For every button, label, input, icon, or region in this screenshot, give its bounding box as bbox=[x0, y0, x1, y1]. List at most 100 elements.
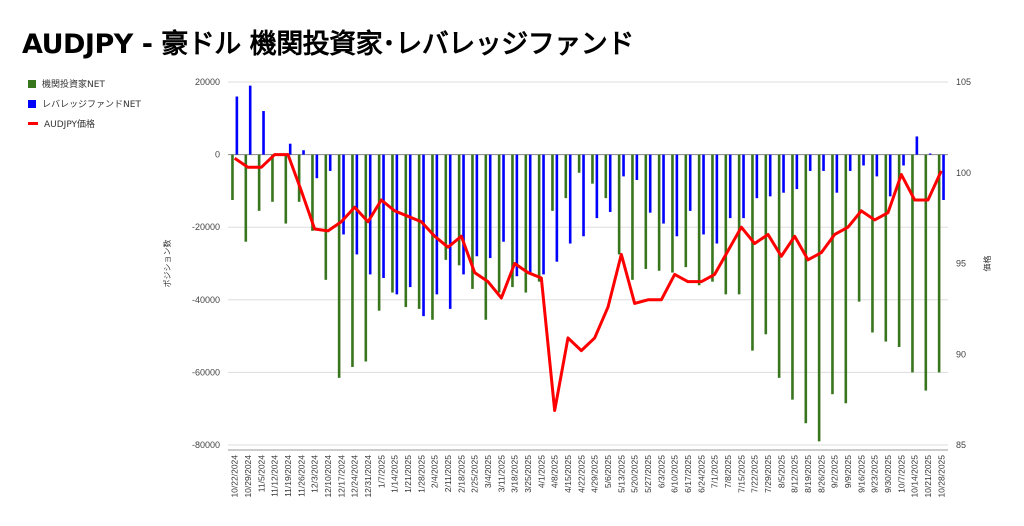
bar-institutional bbox=[537, 154, 541, 282]
bar-institutional bbox=[457, 154, 461, 266]
bar-institutional bbox=[471, 154, 474, 289]
bar-institutional bbox=[911, 154, 914, 373]
bar-leveraged bbox=[915, 136, 919, 155]
bar-leveraged bbox=[728, 154, 732, 219]
x-tick-label: 3/11/2025 bbox=[496, 455, 506, 492]
bar-leveraged bbox=[768, 154, 772, 197]
bar-leveraged bbox=[315, 154, 319, 179]
bar-leveraged bbox=[848, 154, 852, 171]
bar-institutional bbox=[617, 154, 621, 255]
bar-leveraged bbox=[795, 154, 799, 190]
x-tick-label: 2/11/2025 bbox=[443, 455, 453, 492]
bar-institutional bbox=[257, 154, 261, 211]
y2-tick-label: 105 bbox=[956, 77, 971, 87]
bar-institutional bbox=[724, 154, 728, 295]
legend-swatch-blue bbox=[28, 99, 36, 108]
bar-institutional bbox=[671, 154, 674, 273]
x-tick-label: 1/28/2025 bbox=[416, 455, 426, 493]
x-tick-label: 8/19/2025 bbox=[803, 455, 813, 493]
x-tick-label: 4/1/2025 bbox=[536, 455, 546, 488]
bar-leveraged bbox=[435, 154, 439, 295]
x-tick-label: 3/25/2025 bbox=[523, 455, 533, 493]
y-tick-label: 0 bbox=[215, 150, 220, 160]
x-tick-label: 7/29/2025 bbox=[763, 455, 773, 493]
bar-institutional bbox=[297, 154, 301, 202]
price-line bbox=[233, 153, 943, 413]
x-tick-label: 10/14/2025 bbox=[910, 455, 920, 498]
x-tick-label: 4/22/2025 bbox=[576, 455, 586, 493]
bar-institutional bbox=[844, 154, 848, 404]
x-tick-label: 10/22/2024 bbox=[230, 455, 240, 498]
x-tick-label: 9/2/2025 bbox=[830, 455, 840, 488]
x-tick-label: 2/18/2025 bbox=[456, 455, 466, 493]
bar-institutional bbox=[657, 154, 661, 271]
y2-tick-label: 100 bbox=[956, 168, 971, 178]
bar-institutional bbox=[897, 154, 901, 347]
bar-institutional bbox=[351, 154, 354, 367]
y2-tick-label: 95 bbox=[956, 259, 966, 269]
bar-leveraged bbox=[422, 154, 425, 317]
x-tick-label: 11/5/2024 bbox=[256, 455, 266, 492]
legend-swatch-red bbox=[28, 122, 38, 125]
x-tick-label: 7/15/2025 bbox=[736, 455, 746, 493]
x-tick-label: 11/26/2024 bbox=[296, 455, 306, 497]
legend-label: 機関投資家NET bbox=[42, 80, 105, 90]
x-tick-label: 5/13/2025 bbox=[616, 455, 626, 493]
bar-leveraged bbox=[608, 154, 612, 212]
bar-leveraged bbox=[942, 154, 945, 200]
bar-institutional bbox=[444, 154, 448, 260]
bar-leveraged bbox=[475, 154, 479, 257]
x-tick-label: 7/1/2025 bbox=[710, 455, 720, 488]
bar-leveraged bbox=[395, 154, 399, 295]
y2-axis-title: 価格 bbox=[982, 256, 992, 272]
bar-leveraged bbox=[715, 154, 719, 244]
x-tick-label: 6/24/2025 bbox=[696, 455, 706, 493]
bar-institutional bbox=[337, 154, 341, 378]
x-tick-label: 1/7/2025 bbox=[376, 455, 386, 488]
bar-institutional bbox=[364, 154, 368, 362]
bar-leveraged bbox=[568, 154, 572, 244]
x-tick-label: 5/20/2025 bbox=[630, 455, 640, 493]
x-tick-label: 5/6/2025 bbox=[603, 455, 613, 488]
bar-institutional bbox=[524, 154, 528, 293]
x-tick-label: 10/21/2025 bbox=[923, 455, 933, 498]
x-tick-label: 6/3/2025 bbox=[656, 455, 666, 488]
x-tick-label: 9/9/2025 bbox=[843, 455, 853, 488]
bar-leveraged bbox=[875, 154, 879, 177]
legend-item-institutional: 機関投資家NET bbox=[28, 77, 105, 90]
bar-leveraged bbox=[248, 85, 252, 155]
legend-label: AUDJPY価格 bbox=[44, 120, 96, 130]
x-tick-label: 9/16/2025 bbox=[856, 455, 866, 493]
bar-leveraged bbox=[902, 154, 905, 166]
bar-leveraged bbox=[542, 154, 545, 275]
bar-leveraged bbox=[582, 154, 585, 237]
bar-institutional bbox=[231, 154, 234, 200]
bar-leveraged bbox=[235, 96, 239, 155]
bar-leveraged bbox=[928, 153, 932, 155]
bar-leveraged bbox=[382, 154, 385, 279]
x-tick-label: 11/12/2024 bbox=[270, 455, 280, 497]
x-tick-label: 4/15/2025 bbox=[563, 455, 573, 493]
bar-leveraged bbox=[408, 154, 412, 288]
x-tick-label: 12/31/2024 bbox=[363, 455, 373, 498]
bar-institutional bbox=[377, 154, 381, 311]
bar-institutional bbox=[631, 154, 634, 280]
y-tick-label: -40000 bbox=[192, 295, 220, 305]
bar-institutional bbox=[551, 154, 554, 211]
y-axis-title: ポジション数 bbox=[162, 240, 172, 288]
y-tick-label: -60000 bbox=[192, 367, 220, 377]
x-tick-label: 12/10/2024 bbox=[323, 455, 333, 498]
legend-label: レバレッジファンドNET bbox=[42, 100, 141, 110]
bar-institutional bbox=[871, 154, 874, 333]
bar-institutional bbox=[431, 154, 434, 320]
legend-swatch-green bbox=[28, 79, 36, 88]
x-tick-label: 4/8/2025 bbox=[550, 455, 560, 488]
bar-institutional bbox=[924, 154, 928, 391]
x-tick-label: 9/30/2025 bbox=[883, 455, 893, 493]
bar-institutional bbox=[737, 154, 741, 295]
x-tick-label: 6/10/2025 bbox=[670, 455, 680, 493]
x-tick-label: 1/14/2025 bbox=[390, 455, 400, 493]
bar-leveraged bbox=[515, 154, 519, 277]
bar-leveraged bbox=[302, 150, 305, 155]
